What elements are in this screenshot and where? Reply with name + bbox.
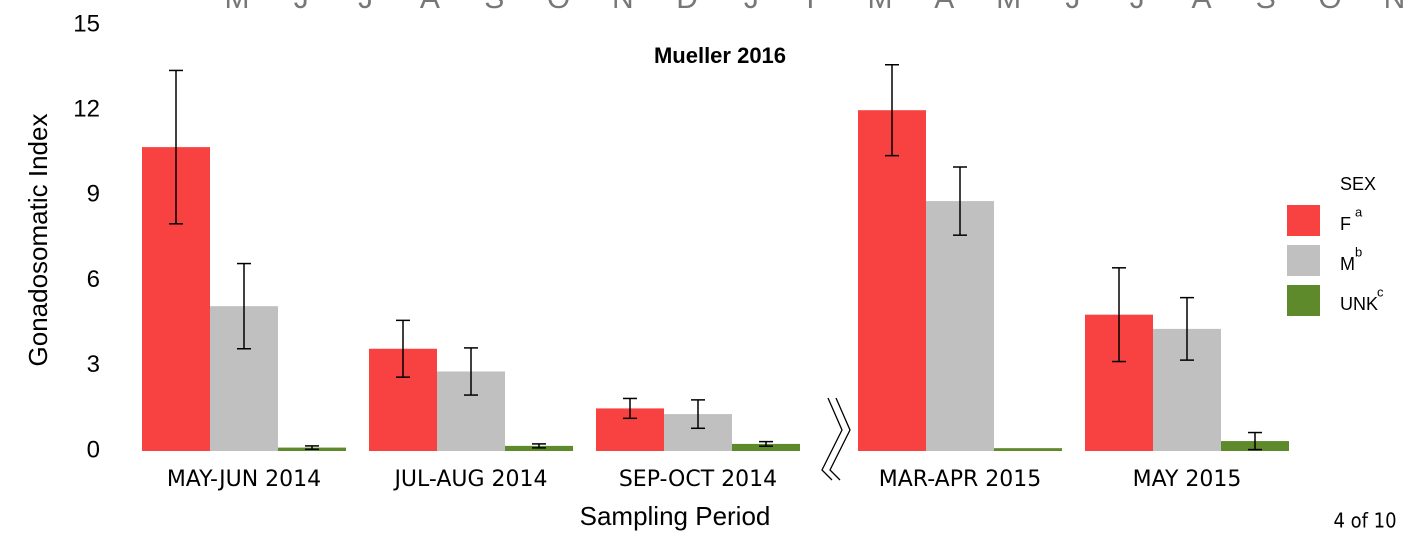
- error-bar: [691, 399, 705, 430]
- y-tick-label: 6: [87, 266, 100, 293]
- error-bar: [305, 445, 319, 451]
- strip-letter: N: [612, 0, 634, 15]
- legend-swatch: [1287, 285, 1320, 316]
- error-bar: [1248, 431, 1262, 451]
- strip-letter: A: [1191, 0, 1211, 15]
- legend-label: UNK: [1340, 294, 1378, 314]
- break-line: [829, 397, 851, 481]
- y-tick-label: 0: [87, 436, 100, 463]
- bar: [858, 110, 926, 451]
- strip-letter: A: [420, 0, 440, 15]
- legend-label: F: [1340, 214, 1351, 234]
- x-tick-label: MAR-APR 2015: [879, 467, 1041, 492]
- x-tick-label: MAY 2015: [1133, 467, 1242, 492]
- strip-letter: O: [547, 0, 570, 15]
- x-tick-label: JUL-AUG 2014: [392, 467, 547, 492]
- error-bar: [396, 319, 410, 378]
- x-tick-label: MAY-JUN 2014: [167, 467, 321, 492]
- chart-title: Mueller 2016: [654, 43, 786, 68]
- strip-letter: M: [996, 0, 1021, 15]
- y-tick-label: 3: [87, 351, 100, 378]
- bar: [994, 448, 1062, 451]
- strip-letter: J: [294, 0, 309, 15]
- bar: [732, 443, 800, 451]
- strip-letter: M: [868, 0, 893, 15]
- strip-letter: S: [484, 0, 504, 15]
- strip-letter: F: [807, 0, 825, 15]
- legend-label: M: [1340, 254, 1355, 274]
- strip-letter: D: [676, 0, 698, 15]
- page-label: 4 of 10: [1333, 509, 1396, 533]
- strip-letter: S: [1256, 0, 1276, 15]
- y-tick-label: 9: [87, 181, 100, 208]
- error-bar: [759, 440, 773, 447]
- error-bar: [532, 443, 546, 449]
- strip-letter: A: [934, 0, 954, 15]
- strip-letter: N: [1384, 0, 1406, 15]
- strip-letter: J: [1130, 0, 1145, 15]
- error-bar: [237, 262, 251, 350]
- legend-superscript: a: [1355, 204, 1363, 219]
- axis-break: [821, 397, 851, 481]
- error-bar: [953, 166, 967, 236]
- y-tick-label: 12: [73, 96, 100, 123]
- x-axis-label: Sampling Period: [580, 501, 771, 531]
- strip-letter: J: [358, 0, 373, 15]
- break-line: [821, 397, 843, 481]
- y-axis-label: Gonadosomatic Index: [23, 114, 53, 367]
- strip-letter: O: [1318, 0, 1341, 15]
- y-tick-label: 15: [73, 10, 100, 37]
- legend-title: SEX: [1340, 174, 1376, 194]
- legend-superscript: b: [1355, 244, 1362, 259]
- x-tick-label: SEP-OCT 2014: [619, 467, 777, 492]
- bar: [926, 201, 994, 451]
- strip-letter: J: [1065, 0, 1080, 15]
- error-bar: [885, 64, 899, 157]
- legend-swatch: [1287, 245, 1320, 276]
- error-bar: [623, 397, 637, 420]
- error-bar: [464, 347, 478, 396]
- error-bar: [1180, 296, 1194, 361]
- strip-letter: J: [744, 0, 759, 15]
- error-bar: [1112, 267, 1126, 363]
- legend-swatch: [1287, 205, 1320, 236]
- error-bar: [169, 69, 183, 225]
- legend-superscript: c: [1377, 284, 1384, 299]
- strip-letter: M: [225, 0, 250, 15]
